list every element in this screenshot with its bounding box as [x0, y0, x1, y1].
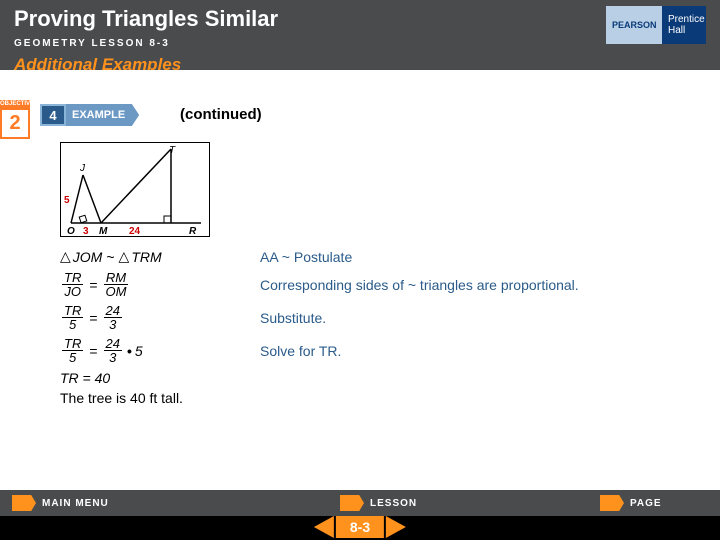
triangle-icon: △: [60, 248, 71, 265]
main-menu-button[interactable]: MAIN MENU: [12, 495, 109, 511]
multiply-dot: •: [127, 343, 132, 359]
proof-line-2: TRJO = RMOM Corresponding sides of ~ tri…: [60, 271, 579, 298]
value-3: 3: [83, 226, 89, 237]
example-badge: 4 EXAMPLE: [40, 104, 139, 126]
arrow-icon: [340, 495, 364, 511]
header: Proving Triangles Similar GEOMETRY LESSO…: [0, 0, 720, 70]
value-5: 5: [64, 195, 70, 206]
proof-line-3: TR5 = 243 Substitute.: [60, 304, 579, 331]
proof-line-1: △JOM ~ △TRM AA ~ Postulate: [60, 248, 579, 265]
objective-number: 2: [0, 108, 30, 139]
prev-page-button[interactable]: [314, 516, 334, 538]
example-number: 4: [40, 104, 66, 126]
lesson-subtitle: GEOMETRY LESSON 8-3: [14, 38, 706, 49]
next-page-button[interactable]: [386, 516, 406, 538]
pearson-label: PEARSON: [606, 6, 662, 44]
nav-bar: MAIN MENU LESSON PAGE: [0, 490, 720, 516]
label-J: J: [79, 163, 86, 174]
solution-line-2: The tree is 40 ft tall.: [60, 390, 579, 406]
label-M: M: [99, 226, 108, 237]
reason-3: Substitute.: [260, 310, 326, 326]
objective-badge: OBJECTIVE 2: [0, 100, 30, 139]
solution-line-1: TR = 40: [60, 370, 579, 386]
example-label: EXAMPLE: [66, 104, 139, 126]
label-T: T: [169, 145, 176, 156]
reason-2: Corresponding sides of ~ triangles are p…: [260, 277, 579, 293]
proof-steps: △JOM ~ △TRM AA ~ Postulate TRJO = RMOM C…: [60, 248, 579, 406]
arrow-icon: [12, 495, 36, 511]
objective-label: OBJECTIVE: [0, 100, 30, 108]
value-24: 24: [129, 226, 141, 237]
proof-line-4: TR5 = 243 • 5 Solve for TR.: [60, 337, 579, 364]
prentice-hall-label: Prentice Hall: [662, 6, 706, 44]
page-number: 8-3: [336, 516, 384, 538]
page-button[interactable]: PAGE: [600, 495, 662, 511]
label-R: R: [189, 226, 197, 237]
label-O: O: [67, 226, 75, 237]
arrow-icon: [600, 495, 624, 511]
continued-label: (continued): [180, 106, 262, 123]
triangle-diagram: J T O M R 5 3 24: [60, 142, 210, 237]
lesson-button[interactable]: LESSON: [340, 495, 417, 511]
reason-1: AA ~ Postulate: [260, 249, 352, 265]
footer: MAIN MENU LESSON PAGE 8-3: [0, 490, 720, 540]
reason-4: Solve for TR.: [260, 343, 341, 359]
publisher-logo: PEARSON Prentice Hall: [606, 6, 706, 44]
lesson-title: Proving Triangles Similar: [14, 6, 706, 32]
page-navigator: 8-3: [314, 516, 406, 538]
content-area: OBJECTIVE 2 4 EXAMPLE (continued) J T O …: [0, 70, 720, 490]
triangle-icon: △: [119, 248, 130, 265]
